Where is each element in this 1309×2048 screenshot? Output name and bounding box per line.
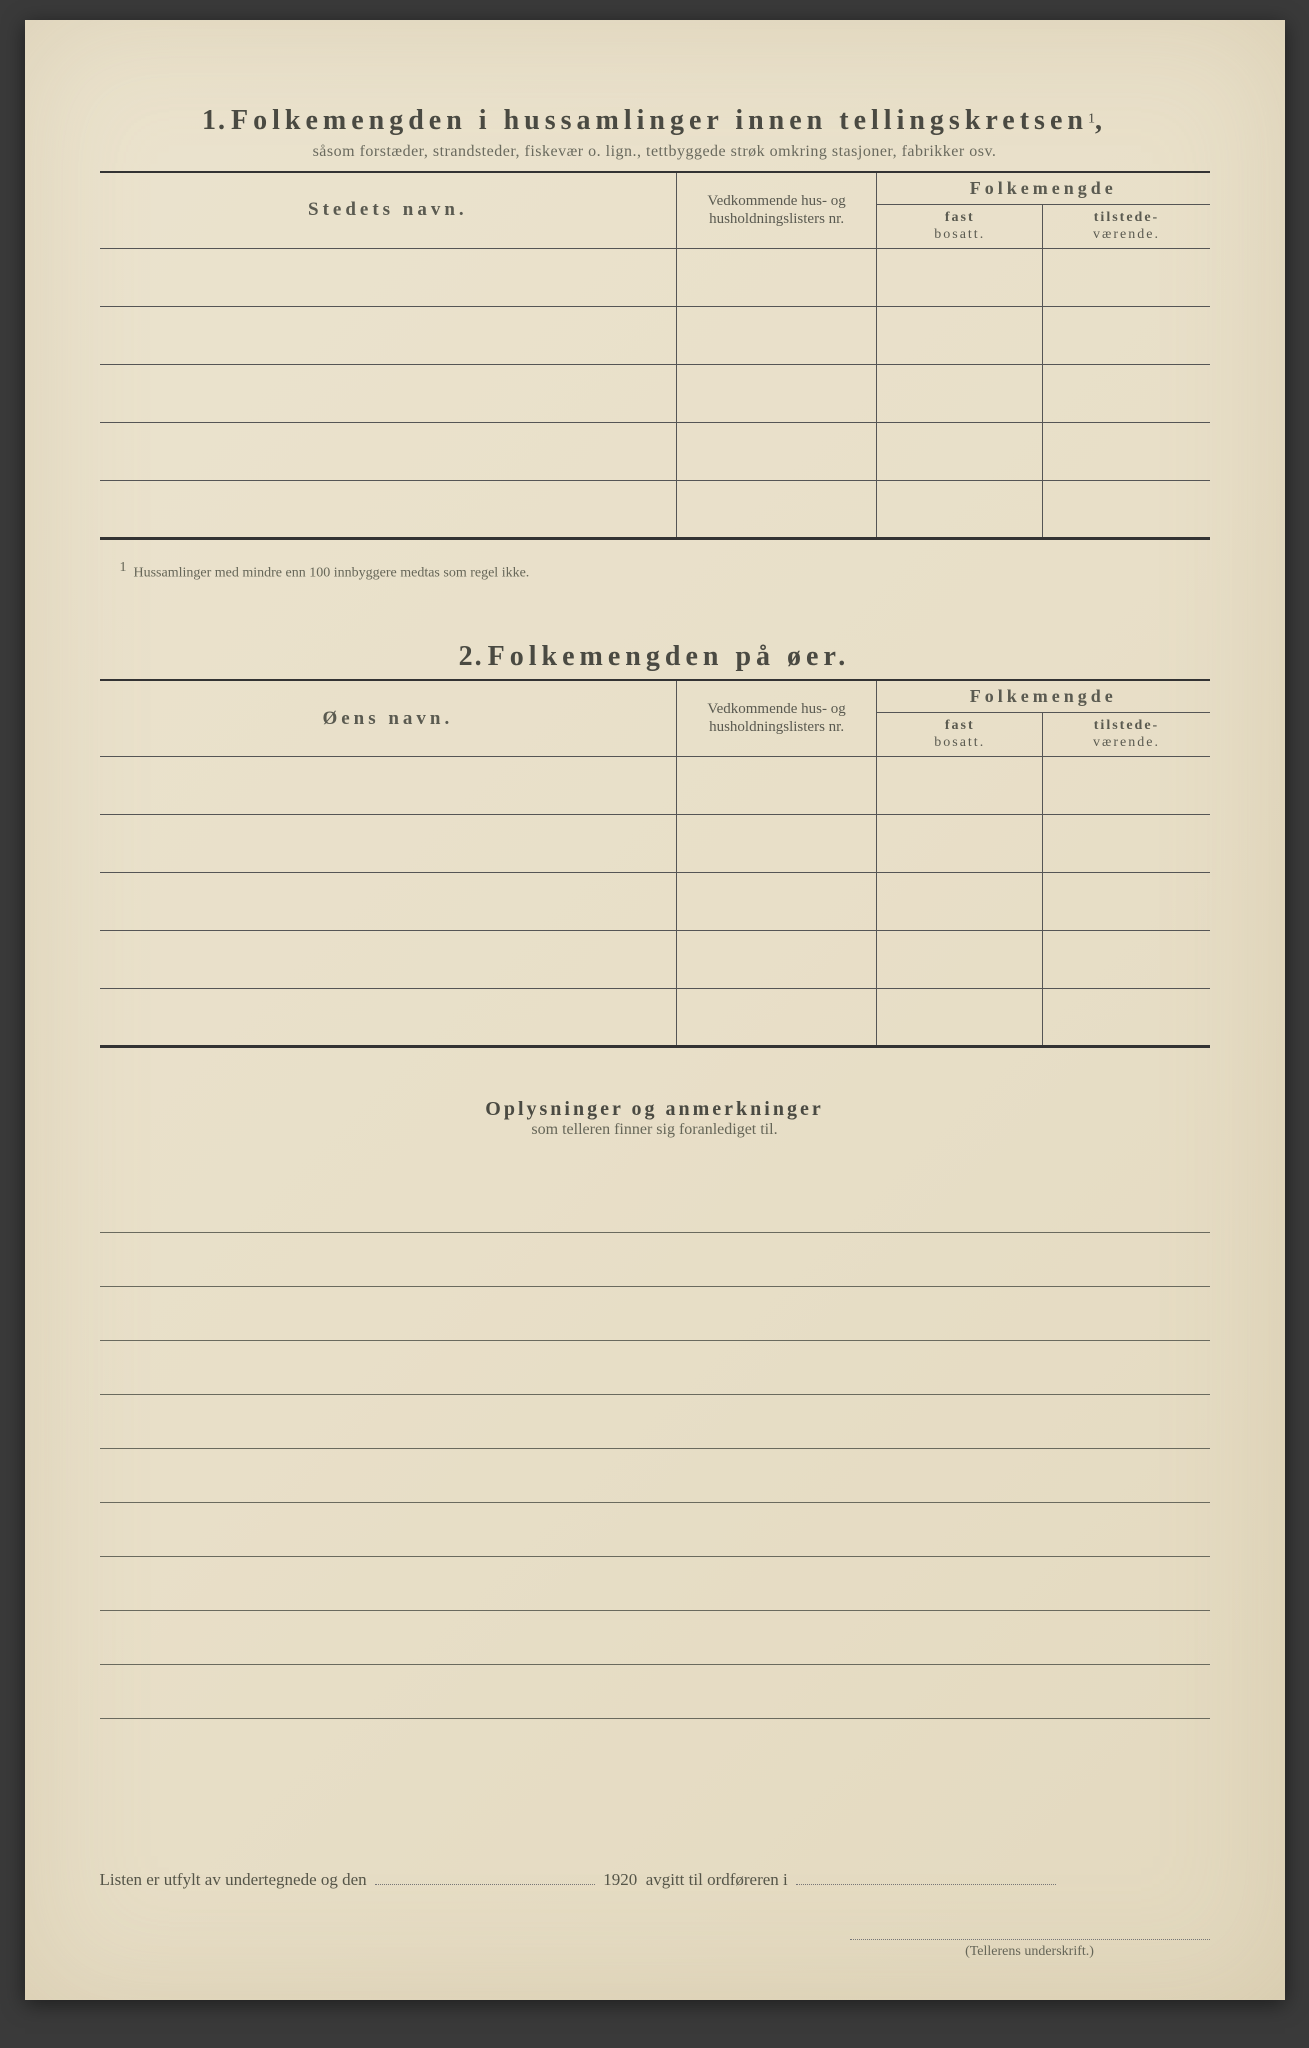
ruled-line	[100, 1287, 1210, 1341]
section1-heading: Folkemengden i hussamlinger innen tellin…	[231, 105, 1088, 136]
ruled-line	[100, 1449, 1210, 1503]
section2-body	[100, 756, 1210, 1046]
section1-title: 1. Folkemengden i hussamlinger innen tel…	[100, 105, 1210, 137]
section2-title: 2. Folkemengden på øer.	[100, 641, 1210, 673]
table-row	[100, 422, 1210, 480]
table-row	[100, 756, 1210, 814]
remarks-lines	[100, 1179, 1210, 1719]
signature-label: (Tellerens underskrift.)	[850, 1944, 1210, 1960]
signature-line	[850, 1910, 1210, 1940]
table-row	[100, 306, 1210, 364]
signature-block: (Tellerens underskrift.)	[850, 1910, 1210, 1960]
section1-footnote: 1 Hussamlinger med mindre enn 100 innbyg…	[120, 560, 1210, 582]
col-tilstede: tilstede- værende.	[1043, 204, 1210, 248]
section1-sup: 1	[1088, 112, 1095, 127]
table-row	[100, 480, 1210, 538]
table-row	[100, 988, 1210, 1046]
table-row	[100, 930, 1210, 988]
table-row	[100, 364, 1210, 422]
col-folkemengde: Folkemengde	[876, 172, 1209, 204]
col-tilstede2: tilstede- værende.	[1043, 712, 1210, 756]
footer-part2: avgitt til ordføreren i	[646, 1870, 788, 1889]
col-lists2: Vedkommende hus- og husholdningslisters …	[677, 680, 877, 756]
footer-blank2	[796, 1873, 1056, 1885]
section1-subtitle: såsom forstæder, strandsteder, fiskevær …	[100, 143, 1210, 161]
footer-year: 1920	[603, 1870, 637, 1889]
section1-table: Stedets navn. Vedkommende hus- og hushol…	[100, 171, 1210, 540]
section2-heading: Folkemengden på øer.	[488, 641, 851, 672]
ruled-line	[100, 1233, 1210, 1287]
col-oens-navn: Øens navn.	[100, 680, 677, 756]
ruled-line	[100, 1395, 1210, 1449]
ruled-line	[100, 1179, 1210, 1233]
col-fast2: fast bosatt.	[876, 712, 1043, 756]
footer-line: Listen er utfylt av undertegnede og den …	[100, 1870, 1210, 1890]
footer-blank1	[375, 1873, 595, 1885]
ruled-line	[100, 1503, 1210, 1557]
table-row	[100, 248, 1210, 306]
census-form-page: 1. Folkemengden i hussamlinger innen tel…	[25, 20, 1285, 2000]
col-stedets-navn: Stedets navn.	[100, 172, 677, 248]
section2-table: Øens navn. Vedkommende hus- og husholdni…	[100, 679, 1210, 1048]
section1-body	[100, 248, 1210, 538]
remarks-title: Oplysninger og anmerkninger	[100, 1098, 1210, 1121]
remarks-subtitle: som telleren finner sig foranlediget til…	[100, 1121, 1210, 1139]
ruled-line	[100, 1611, 1210, 1665]
footer-part1: Listen er utfylt av undertegnede og den	[100, 1870, 367, 1889]
section2: 2. Folkemengden på øer. Øens navn. Vedko…	[100, 641, 1210, 1048]
ruled-line	[100, 1665, 1210, 1719]
col-lists: Vedkommende hus- og husholdningslisters …	[677, 172, 877, 248]
section2-number: 2.	[459, 641, 484, 672]
section1-number: 1.	[202, 105, 227, 136]
col-fast: fast bosatt.	[876, 204, 1043, 248]
ruled-line	[100, 1341, 1210, 1395]
table-row	[100, 814, 1210, 872]
col-folkemengde2: Folkemengde	[876, 680, 1209, 712]
ruled-line	[100, 1557, 1210, 1611]
table-row	[100, 872, 1210, 930]
